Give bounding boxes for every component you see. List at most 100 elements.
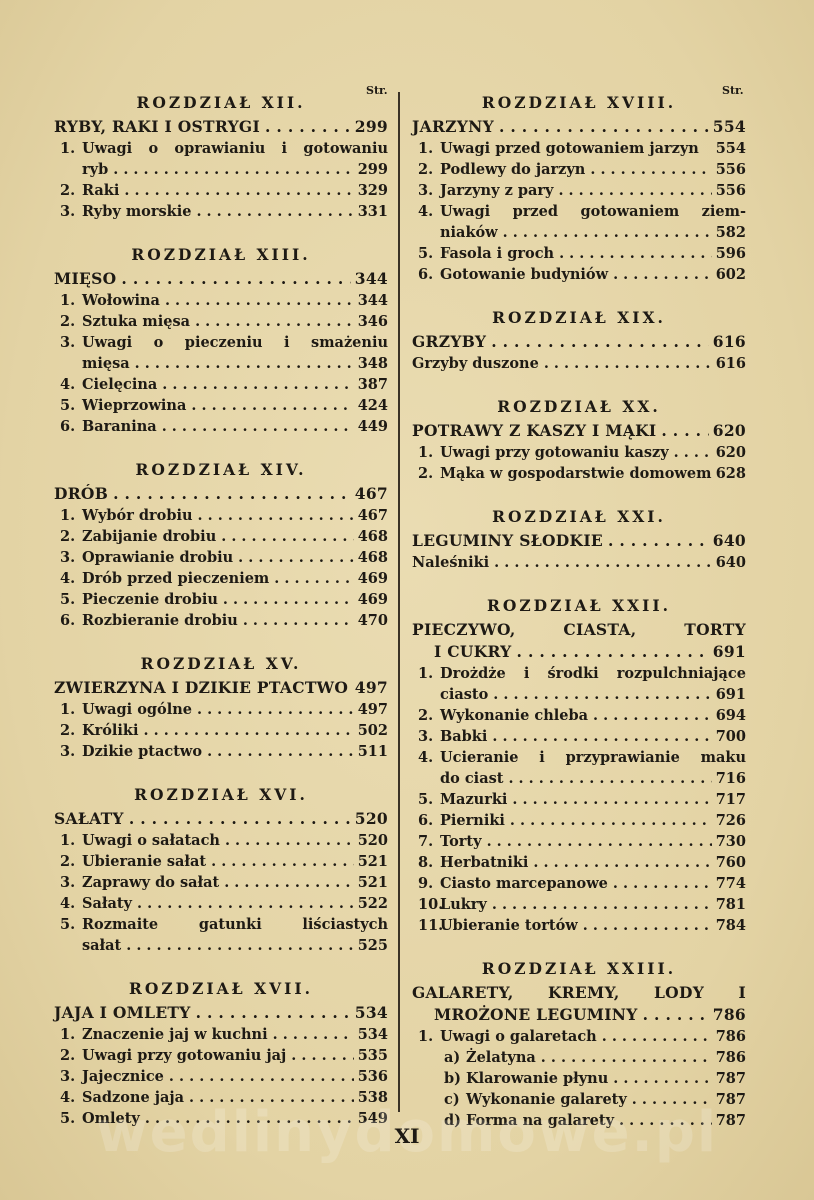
entry-number: 4. [418,749,434,766]
entry-title: Wybór drobiu [82,507,193,524]
dot-leader [585,159,711,180]
entry-page: 694 [715,707,746,724]
entry-page: 525 [357,937,388,954]
toc-entry: 6. Pierniki 726 [412,810,746,831]
entry-page: 620 [712,421,746,440]
entry-title: Drożdże i środki rozpulchniające [440,665,746,682]
entry-title: Pierniki [440,812,505,829]
entry-page: 628 [715,465,746,482]
entry-title: Herbatniki [440,854,529,871]
toc-entry: 3. Jarzyny z pary 556 [412,180,746,201]
toc-chapter: ROZDZIAŁ XIV. DRÓB 467 1. Wybór drobiu 467 2. Z… [54,457,388,631]
dot-leader [482,831,712,852]
entry-number: 3. [60,874,76,891]
dot-leader [219,872,354,893]
entry-title: Klarowanie płynu [466,1070,609,1087]
toc-entry: 2. Mąka w gospodarstwie domowem 628 [412,463,746,484]
page-column-label: Str. [722,84,744,97]
entry-number: 5. [60,397,76,414]
dot-leader [536,1047,712,1068]
toc-entry: 2. Sztuka mięsa 346 [54,311,388,332]
entry-number: 6. [60,418,76,435]
dot-leader [191,1002,351,1024]
toc-chapter: ROZDZIAŁ XX. POTRAWY Z KASZY I MĄKI 620 1. U… [412,394,746,484]
dot-leader [157,416,354,437]
dot-leader [121,935,353,956]
entry-number: 5. [60,916,76,933]
entry-number: 1. [60,292,76,309]
chapter-heading: ROZDZIAŁ XIX. [492,308,666,327]
entry-number: 9. [418,875,434,892]
dot-leader [656,420,708,442]
entry-page: 554 [712,117,746,136]
entry-page: 344 [357,292,388,309]
entry-title: SAŁATY [54,809,124,828]
toc-entry: 9. Ciasto marcepanowe 774 [412,873,746,894]
entry-title: Fasola i groch [440,245,555,262]
entry-number: 3. [60,1068,76,1085]
toc-entry: JARZYNY 554 [412,116,746,138]
entry-title: JARZYNY [412,117,494,136]
entry-page: 521 [357,853,388,870]
toc-entry: 1. Drożdże i środki rozpulchniające [412,663,746,684]
entry-number: 2. [60,1047,76,1064]
dot-leader [603,530,709,552]
toc-chapter: ROZDZIAŁ XII. RYBY, RAKI I OSTRYGI 299 1. Uw… [54,90,388,222]
entry-page: 331 [357,203,388,220]
toc-entry: 8. Herbatniki 760 [412,852,746,873]
dot-leader [139,720,354,741]
column-divider [398,92,400,1112]
dot-leader [494,116,709,138]
toc-entry: RYBY, RAKI I OSTRYGI 299 [54,116,388,138]
entry-page: 497 [357,701,388,718]
entry-title: POTRAWY Z KASZY I MĄKI [412,421,657,440]
entry-number: 4. [60,570,76,587]
dot-leader [487,894,712,915]
entry-page: 521 [357,874,388,891]
chapter-heading: ROZDZIAŁ XX. [497,397,661,416]
toc-entry: DRÓB 467 [54,483,388,505]
entry-title: Ciasto marcepanowe [440,875,608,892]
entry-number: 11. [418,917,444,934]
dot-leader [220,830,354,851]
dot-leader [528,852,711,873]
entry-number: 2. [418,465,434,482]
entry-title: ZWIERZYNA I DZIKIE PTACTWO [54,678,349,697]
toc-entry: 7. Torty 730 [412,831,746,852]
entry-number: 1. [60,507,76,524]
entry-title: Wołowina [82,292,160,309]
entry-number: 2. [60,182,76,199]
dot-leader [578,915,712,936]
entry-number: 2. [60,528,76,545]
toc-entry: ciasto 691 [412,684,746,705]
entry-page: 556 [715,182,746,199]
entry-title: Wieprzowina [82,397,187,414]
entry-number: 1. [60,1026,76,1043]
entry-page: 730 [715,833,746,850]
toc-entry: 4. Cielęcina 387 [54,374,388,395]
entry-number: 7. [418,833,434,850]
chapter-heading: ROZDZIAŁ XVI. [134,785,308,804]
toc-chapter: ROZDZIAŁ XV. ZWIERZYNA I DZIKIE PTACTWO 49… [54,651,388,762]
chapter-heading: ROZDZIAŁ XXII. [486,596,672,615]
entry-page: 329 [357,182,388,199]
entry-page: 535 [357,1047,388,1064]
entry-title: Sadzone jaja [82,1089,185,1106]
entry-title: MIĘSO [54,269,117,288]
toc-right-column: ROZDZIAŁ XVIII. JARZYNY 554 1. Uwagi przed g… [412,82,746,1131]
toc-entry: 3. Babki 700 [412,726,746,747]
dot-leader [487,726,711,747]
entry-title: Znaczenie jaj w kuchni [82,1026,268,1043]
entry-title: Baranina [82,418,157,435]
entry-title: Żelatyna [466,1049,536,1066]
entry-title: do ciast [440,770,504,787]
dot-leader [132,893,354,914]
toc-entry: 11.Ubieranie tortów 784 [412,915,746,936]
dot-leader [588,705,712,726]
entry-page: 534 [354,1003,388,1022]
entry-page: 616 [712,332,746,351]
entry-page: 467 [357,507,388,524]
entry-page: 640 [712,531,746,550]
entry-title: Podlewy do jarzyn [440,161,586,178]
toc-entry: 2. Wykonanie chleba 694 [412,705,746,726]
